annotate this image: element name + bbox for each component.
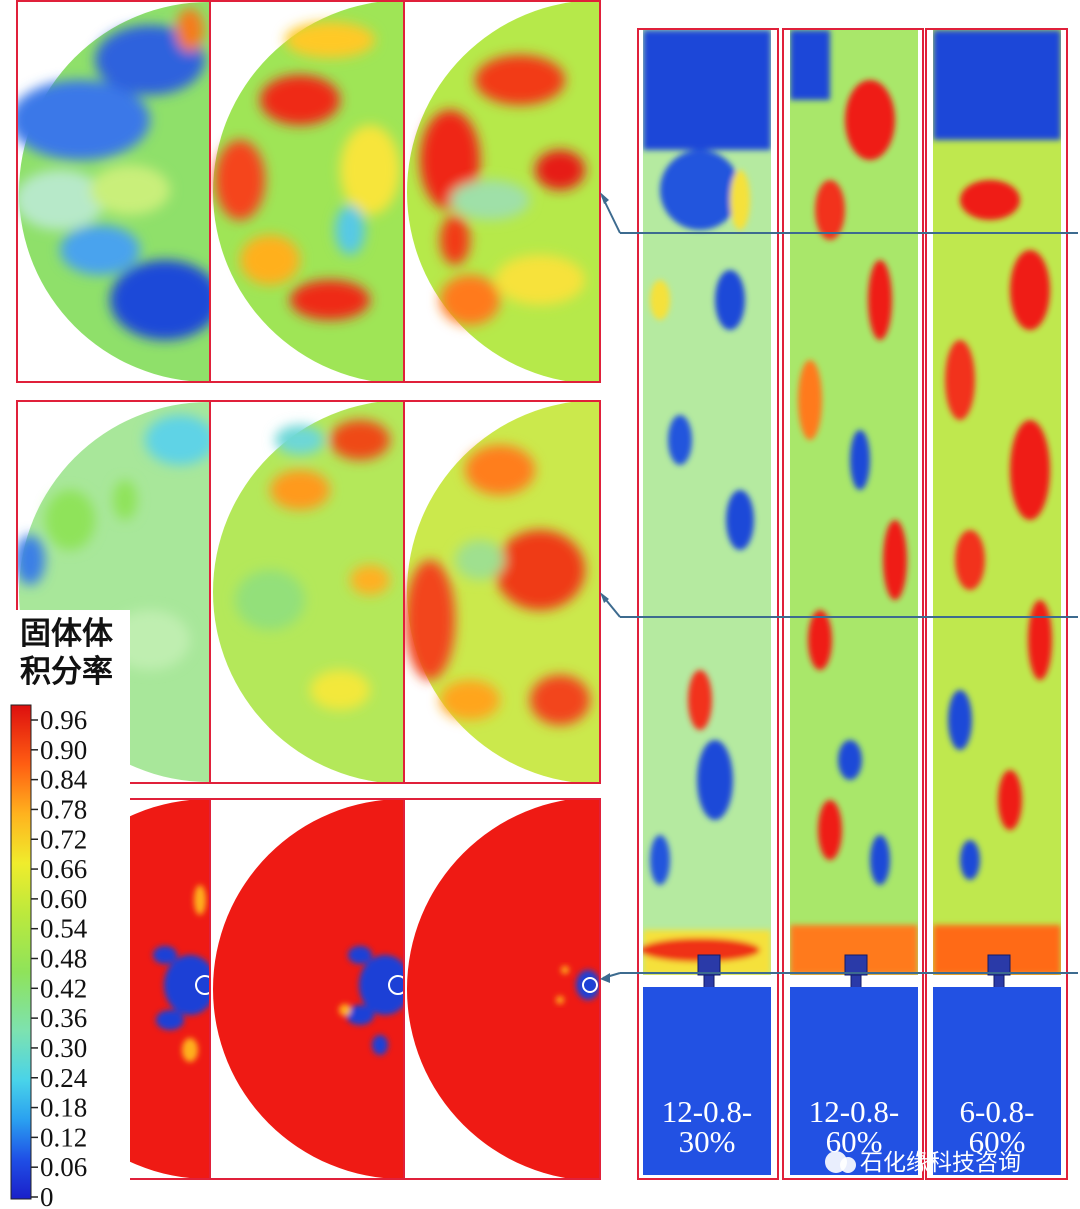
axial-column-case3 xyxy=(933,30,1061,975)
frame-top-case3 xyxy=(403,0,601,383)
colorbar-tick-label: 0.78 xyxy=(40,794,87,824)
colorbar-tick-label: 0.24 xyxy=(40,1063,88,1093)
colorbar-tick-label: 0.96 xyxy=(40,705,87,735)
colorbar-gradient xyxy=(10,704,32,1200)
colorbar-tick-label: 0.54 xyxy=(40,914,88,944)
section-bottom-case2 xyxy=(213,800,403,1178)
colorbar-tick-label: 0.12 xyxy=(40,1122,87,1152)
colorbar-tick-label: 0.36 xyxy=(40,1003,87,1033)
section-top-case1 xyxy=(18,2,209,381)
column-label-case1-line2: 30% xyxy=(679,1124,736,1159)
colorbar-tick-label: 0.30 xyxy=(40,1033,87,1063)
plenum-case2 xyxy=(790,987,918,1175)
frame-bottom-case3 xyxy=(403,798,601,1180)
axial-column-case1 xyxy=(643,30,771,975)
column-label-case3-line2: 60% xyxy=(969,1124,1026,1159)
column-label-case3-line1: 6-0.8- xyxy=(960,1094,1035,1129)
frame-axial-case3 xyxy=(925,28,1068,1180)
section-top-case2 xyxy=(213,2,403,381)
colorbar-legend: 固体体 积分率 0.960.900.840.780.720.660.600.54… xyxy=(0,610,130,1209)
colorbar-tick-label: 0.42 xyxy=(40,973,87,1003)
axial-column-case2 xyxy=(790,30,918,975)
colorbar-tick-label: 0.06 xyxy=(40,1152,87,1182)
watermark: 石化缘科技咨询 xyxy=(825,1150,1021,1176)
section-row-bottom xyxy=(128,798,601,1180)
watermark-text: 石化缘科技咨询 xyxy=(860,1150,1021,1176)
plenum-case1 xyxy=(643,987,771,1175)
frame-axial-case2 xyxy=(782,28,924,1180)
legend-title-line2: 积分率 xyxy=(20,654,113,690)
section-bottom-case1 xyxy=(130,800,209,1178)
colorbar-tick-label: 0.66 xyxy=(40,854,87,884)
section-row-top xyxy=(16,0,601,383)
colorbar-tick-label: 0.72 xyxy=(40,824,87,854)
axial-contours: 12-0.8- 30% 12-0.8- 60% 6-0.8- 60% 石化缘科技… xyxy=(637,28,1078,1180)
colorbar-tick-label: 0.48 xyxy=(40,944,87,974)
column-label-case2-line1: 12-0.8- xyxy=(809,1094,899,1129)
frame-axial-case1 xyxy=(637,28,779,1180)
colorbar-tick-label: 0.90 xyxy=(40,735,87,765)
section-top-case3 xyxy=(407,2,599,381)
colorbar-tick-label: 0.18 xyxy=(40,1093,87,1123)
column-label-case1-line1: 12-0.8- xyxy=(662,1094,752,1129)
colorbar-tick-label: 0.60 xyxy=(40,884,87,914)
colorbar-tick-label: 0 xyxy=(40,1182,54,1209)
colorbar-tick-label: 0.84 xyxy=(40,765,88,795)
colorbar-ticks: 0.960.900.840.780.720.660.600.540.480.42… xyxy=(31,705,88,1209)
section-bottom-case3 xyxy=(407,800,599,1178)
section-pointers xyxy=(600,192,1078,983)
section-middle-case3 xyxy=(405,402,599,782)
plenum-case3 xyxy=(933,987,1061,1175)
section-middle-case2 xyxy=(213,402,403,782)
legend-title-line1: 固体体 xyxy=(20,616,113,652)
